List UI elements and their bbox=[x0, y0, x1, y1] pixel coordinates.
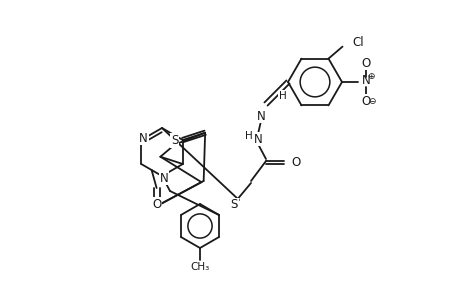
Text: N: N bbox=[256, 110, 265, 122]
Text: S: S bbox=[230, 199, 237, 212]
Text: S: S bbox=[170, 134, 178, 147]
Text: N: N bbox=[253, 133, 262, 146]
Text: Cl: Cl bbox=[352, 36, 364, 49]
Text: O: O bbox=[291, 156, 300, 169]
Text: CH₃: CH₃ bbox=[190, 262, 209, 272]
Text: O: O bbox=[151, 197, 161, 211]
Text: H: H bbox=[279, 91, 286, 101]
Text: N: N bbox=[139, 131, 147, 145]
Text: O: O bbox=[361, 94, 370, 107]
Text: O: O bbox=[361, 56, 370, 70]
Text: N: N bbox=[159, 172, 168, 184]
Text: ⊖: ⊖ bbox=[368, 97, 375, 106]
Text: N: N bbox=[361, 74, 369, 86]
Text: H: H bbox=[245, 131, 252, 141]
Text: ⊕: ⊕ bbox=[366, 71, 374, 80]
